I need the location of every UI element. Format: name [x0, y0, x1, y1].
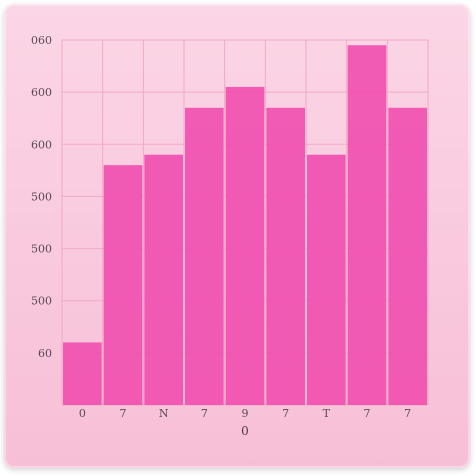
y-tick-label: 600	[31, 138, 52, 151]
x-tick-label: 7	[282, 407, 289, 420]
bar-6	[266, 107, 305, 406]
y-axis-ticks: 60 500 500 500 600 600 060	[31, 34, 52, 360]
x-tick-label: 7	[364, 407, 371, 420]
y-tick-label: 600	[31, 86, 52, 99]
y-tick-label: 060	[31, 34, 52, 47]
x-tick-label: 7	[201, 407, 208, 420]
bar-2	[103, 165, 143, 405]
x-axis-ticks: 0 7 N 7 9 7 T 7 7	[79, 407, 411, 420]
x-tick-label: 9	[242, 407, 249, 420]
bar-9	[388, 107, 427, 406]
bar-1	[63, 342, 102, 405]
x-axis-label: 0	[241, 424, 249, 438]
y-tick-label: 500	[31, 295, 52, 308]
y-tick-label: 60	[38, 347, 52, 360]
bar-4	[185, 107, 224, 406]
x-tick-label: 0	[79, 407, 86, 420]
bar-3	[144, 154, 183, 405]
bar-5	[225, 86, 265, 405]
y-tick-label: 500	[31, 243, 52, 256]
bar-8	[347, 45, 387, 405]
bar-7	[307, 154, 346, 405]
x-tick-label: 7	[120, 407, 127, 420]
y-tick-label: 500	[31, 190, 52, 203]
x-tick-label: N	[159, 407, 169, 420]
x-tick-label: 7	[404, 407, 411, 420]
x-tick-label: T	[323, 407, 331, 420]
chart-bars	[63, 45, 427, 406]
